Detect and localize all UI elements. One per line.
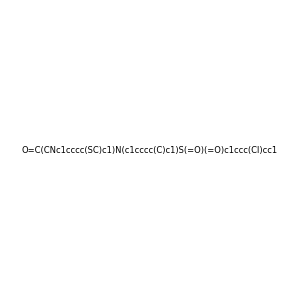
Text: O=C(CNc1cccc(SC)c1)N(c1cccc(C)c1)S(=O)(=O)c1ccc(Cl)cc1: O=C(CNc1cccc(SC)c1)N(c1cccc(C)c1)S(=O)(=… [22, 146, 278, 154]
